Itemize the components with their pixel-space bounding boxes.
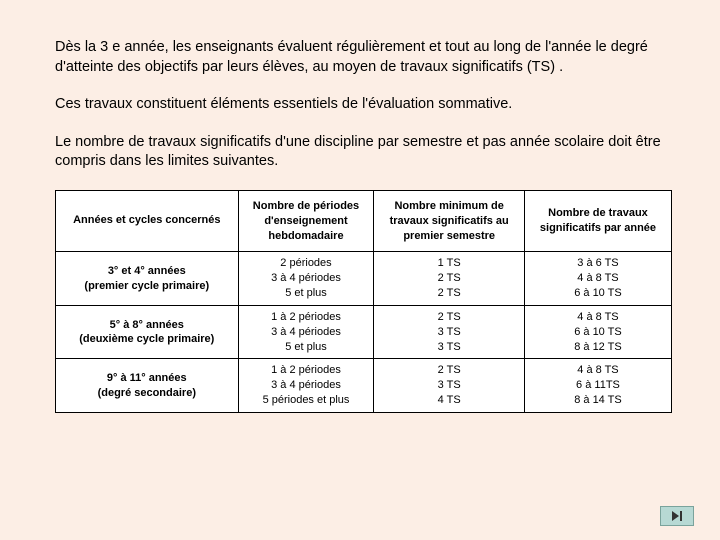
col2-line3: hebdomadaire [268,230,343,242]
cell-text: 6 à 11TS [576,379,620,391]
col-header-min-ts: Nombre minimum de travaux significatifs … [374,190,525,252]
next-arrow-icon [672,511,682,521]
col3-line3: premier semestre [403,230,495,242]
row3-label-line1: 9° à 11° années [107,372,187,384]
col2-line1: Nombre de périodes [253,200,359,212]
table-row: 9° à 11° années (degré secondaire) 1 à 2… [56,359,672,413]
table-row: 3° et 4° années (premier cycle primaire)… [56,252,672,306]
row2-label-line2: (deuxième cycle primaire) [79,333,214,345]
cell: 4 à 8 TS 6 à 11TS 8 à 14 TS [524,359,671,413]
cell-text: 5 périodes et plus [263,394,350,406]
cell-text: 4 à 8 TS [577,311,618,323]
cell-text: 3 à 4 périodes [271,326,341,338]
col-header-periods: Nombre de périodes d'enseignement hebdom… [238,190,374,252]
ts-limits-table: Années et cycles concernés Nombre de pér… [55,190,672,413]
cell-text: 3 à 4 périodes [271,379,341,391]
nav-box [660,506,694,526]
cell: 2 périodes 3 à 4 périodes 5 et plus [238,252,374,306]
col3-line1: Nombre minimum de [394,200,503,212]
cell: 1 à 2 périodes 3 à 4 périodes 5 et plus [238,305,374,359]
col4-line1: Nombre de travaux [548,207,648,219]
cell-text: 3 TS [438,341,461,353]
cell-text: 4 à 8 TS [577,364,618,376]
table-header-row: Années et cycles concernés Nombre de pér… [56,190,672,252]
next-slide-button[interactable] [660,506,694,526]
cell-text: 2 TS [438,272,461,284]
cell-text: 5 et plus [285,287,327,299]
cell-text: 1 à 2 périodes [271,364,341,376]
slide-page: { "text": { "para1": "Dès la 3 e année, … [0,0,720,540]
cell: 1 à 2 périodes 3 à 4 périodes 5 périodes… [238,359,374,413]
row-label-cycle1: 3° et 4° années (premier cycle primaire) [56,252,239,306]
cell-text: 4 à 8 TS [577,272,618,284]
paragraph-1: Dès la 3 e année, les enseignants évalue… [55,38,672,77]
cell-text: 2 TS [438,287,461,299]
row-label-cycle2: 5° à 8° années (deuxième cycle primaire) [56,305,239,359]
cell-text: 3 à 4 périodes [271,272,341,284]
cell-text: 4 TS [438,394,461,406]
cell: 2 TS 3 TS 3 TS [374,305,525,359]
row2-label-line1: 5° à 8° années [110,319,184,331]
cell: 4 à 8 TS 6 à 10 TS 8 à 12 TS [524,305,671,359]
cell-text: 5 et plus [285,341,327,353]
cell-text: 6 à 10 TS [574,326,622,338]
cell-text: 8 à 14 TS [574,394,622,406]
paragraph-2: Ces travaux constituent éléments essenti… [55,95,672,115]
col-header-years: Années et cycles concernés [56,190,239,252]
col2-line2: d'enseignement [264,215,347,227]
cell-text: 1 TS [438,257,461,269]
cell-text: 3 TS [438,326,461,338]
cell-text: 3 TS [438,379,461,391]
cell-text: 2 périodes [280,257,331,269]
cell-text: 2 TS [438,364,461,376]
cell-text: 1 à 2 périodes [271,311,341,323]
cell-text: 6 à 10 TS [574,287,622,299]
cell-text: 2 TS [438,311,461,323]
col3-line2: travaux significatifs au [390,215,509,227]
row1-label-line2: (premier cycle primaire) [84,280,209,292]
row-label-secondary: 9° à 11° années (degré secondaire) [56,359,239,413]
table-row: 5° à 8° années (deuxième cycle primaire)… [56,305,672,359]
col-header-year-ts: Nombre de travaux significatifs par anné… [524,190,671,252]
row1-label-line1: 3° et 4° années [108,265,186,277]
row3-label-line2: (degré secondaire) [98,387,196,399]
cell: 3 à 6 TS 4 à 8 TS 6 à 10 TS [524,252,671,306]
cell-text: 3 à 6 TS [577,257,618,269]
col4-line2: significatifs par année [540,222,656,234]
paragraph-3: Le nombre de travaux significatifs d'une… [55,133,672,172]
cell: 1 TS 2 TS 2 TS [374,252,525,306]
cell: 2 TS 3 TS 4 TS [374,359,525,413]
cell-text: 8 à 12 TS [574,341,622,353]
